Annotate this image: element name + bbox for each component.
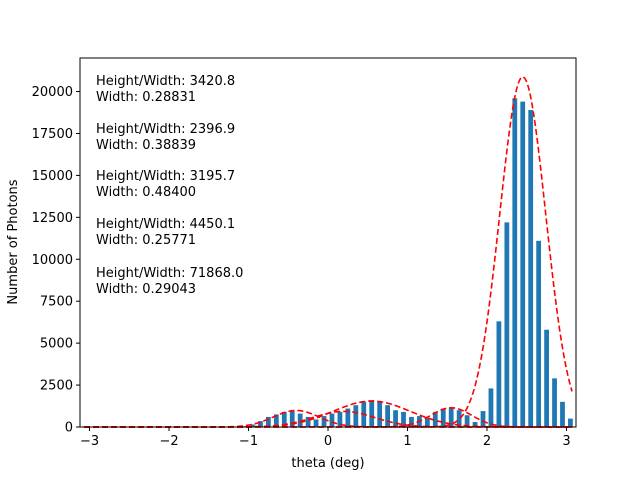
y-tick-label: 10000 xyxy=(32,253,73,268)
histogram-bar xyxy=(409,416,414,427)
histogram-bar xyxy=(464,415,470,427)
x-tick-label: −1 xyxy=(239,434,258,449)
histogram-bars xyxy=(242,98,573,428)
histogram-bar xyxy=(369,400,375,427)
histogram-bar xyxy=(297,413,303,427)
x-tick-label: −2 xyxy=(159,434,178,449)
histogram-bar xyxy=(552,378,557,427)
annotation-3-line-1: Height/Width: 3195.7 xyxy=(96,169,235,184)
histogram-bar xyxy=(456,410,462,427)
histogram-bar xyxy=(393,410,398,427)
x-tick-label: 2 xyxy=(483,434,491,449)
histogram-bar xyxy=(305,416,311,427)
histogram-bar xyxy=(313,419,319,427)
annotation-1-line-2: Width: 0.28831 xyxy=(96,90,196,105)
histogram-bar xyxy=(440,408,446,427)
annotation-2-line-2: Width: 0.38839 xyxy=(96,138,196,153)
y-axis: 0 2500 5000 7500 10000 12500 15000 17500 20000 xyxy=(32,85,80,436)
histogram-bar xyxy=(544,329,549,427)
histogram-bar xyxy=(568,418,573,427)
histogram-bar xyxy=(432,411,438,427)
histogram-bar xyxy=(353,405,359,427)
histogram-bar xyxy=(504,222,510,427)
histogram-bar xyxy=(329,413,335,427)
histogram-bar xyxy=(337,411,343,427)
annotation-3-line-2: Width: 0.48400 xyxy=(96,185,196,200)
annotations: Height/Width: 3420.8 Width: 0.28831 Heig… xyxy=(96,74,243,297)
histogram-bar xyxy=(496,321,502,427)
x-tick-label: 3 xyxy=(562,434,570,449)
histogram-bar xyxy=(528,110,534,427)
histogram-bar xyxy=(424,417,430,427)
y-tick-label: 7500 xyxy=(40,295,73,310)
histogram-bar xyxy=(266,416,271,427)
annotation-4-line-1: Height/Width: 4450.1 xyxy=(96,217,235,232)
histogram-bar xyxy=(258,421,263,427)
y-tick-label: 12500 xyxy=(32,211,73,226)
y-tick-label: 5000 xyxy=(40,337,73,352)
y-tick-label: 15000 xyxy=(32,169,73,184)
histogram-bar xyxy=(472,421,478,427)
x-axis: −3 −2 −1 0 1 2 3 xyxy=(80,427,571,449)
histogram-bar xyxy=(448,407,454,427)
histogram-bar xyxy=(480,411,486,427)
histogram-bar xyxy=(560,401,565,427)
annotation-5-line-1: Height/Width: 71868.0 xyxy=(96,266,243,281)
histogram-bar xyxy=(401,411,406,427)
y-tick-label: 2500 xyxy=(40,379,73,394)
annotation-1-line-1: Height/Width: 3420.8 xyxy=(96,74,235,89)
x-tick-label: 1 xyxy=(403,434,411,449)
x-tick-label: 0 xyxy=(324,434,332,449)
histogram-bar xyxy=(273,414,279,427)
y-tick-label: 20000 xyxy=(32,85,73,100)
histogram-bar xyxy=(289,411,295,427)
histogram-bar xyxy=(281,411,287,427)
y-tick-label: 0 xyxy=(65,421,73,436)
histogram-bar xyxy=(488,388,494,427)
annotation-4-line-2: Width: 0.25771 xyxy=(96,233,196,248)
x-tick-label: −3 xyxy=(80,434,99,449)
annotation-2-line-1: Height/Width: 2396.9 xyxy=(96,122,235,137)
histogram-bar xyxy=(536,240,542,427)
histogram-bar xyxy=(377,401,383,427)
histogram-bar xyxy=(250,424,255,427)
histogram-bar xyxy=(345,408,351,427)
histogram-bar xyxy=(520,101,526,428)
annotation-5-line-2: Width: 0.29043 xyxy=(96,282,196,297)
y-tick-label: 17500 xyxy=(32,127,73,142)
histogram-bar xyxy=(512,98,518,427)
histogram-bar xyxy=(321,416,327,427)
x-axis-label: theta (deg) xyxy=(291,456,364,471)
histogram-bar xyxy=(385,405,390,427)
plot-background xyxy=(80,58,576,427)
y-axis-label: Number of Photons xyxy=(6,179,21,304)
